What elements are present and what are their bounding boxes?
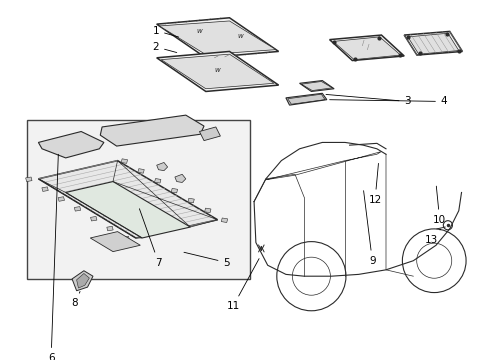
Polygon shape — [42, 187, 48, 192]
Text: 5: 5 — [183, 252, 229, 267]
Polygon shape — [154, 179, 161, 183]
Polygon shape — [171, 188, 177, 193]
Text: 10: 10 — [432, 186, 446, 225]
Polygon shape — [72, 271, 93, 291]
Polygon shape — [204, 208, 210, 213]
Text: 11: 11 — [226, 258, 259, 311]
Text: /: / — [366, 44, 368, 50]
Text: 3: 3 — [325, 94, 410, 107]
Text: 6: 6 — [48, 154, 58, 360]
Text: 7: 7 — [139, 209, 162, 267]
Polygon shape — [25, 177, 32, 181]
Polygon shape — [199, 127, 220, 141]
Polygon shape — [74, 207, 81, 211]
Polygon shape — [90, 231, 140, 252]
Polygon shape — [332, 37, 400, 60]
Polygon shape — [100, 115, 203, 146]
Polygon shape — [156, 51, 278, 91]
Polygon shape — [156, 162, 167, 171]
Text: 8: 8 — [71, 292, 80, 309]
Text: w: w — [214, 67, 220, 73]
Polygon shape — [65, 181, 190, 238]
Polygon shape — [299, 81, 333, 91]
Text: 12: 12 — [367, 163, 381, 205]
Polygon shape — [161, 54, 273, 89]
Polygon shape — [285, 93, 326, 105]
Polygon shape — [156, 18, 278, 58]
Polygon shape — [175, 174, 185, 183]
Polygon shape — [159, 21, 275, 55]
Text: 9: 9 — [363, 191, 375, 266]
Polygon shape — [39, 131, 104, 158]
Polygon shape — [106, 226, 113, 231]
Text: 1: 1 — [152, 26, 178, 37]
Polygon shape — [121, 159, 127, 163]
Polygon shape — [329, 35, 404, 60]
Text: 4: 4 — [329, 96, 447, 107]
Bar — [26, 120, 249, 279]
Text: /: / — [361, 40, 364, 46]
Text: 2: 2 — [152, 42, 176, 53]
Text: 13: 13 — [424, 229, 440, 245]
Polygon shape — [90, 216, 97, 221]
Text: w: w — [196, 28, 202, 35]
Polygon shape — [58, 197, 64, 201]
Polygon shape — [407, 33, 458, 54]
Polygon shape — [123, 236, 129, 241]
Polygon shape — [39, 161, 217, 238]
Text: w: w — [237, 33, 243, 39]
Polygon shape — [77, 274, 89, 288]
Polygon shape — [138, 169, 144, 173]
Polygon shape — [221, 218, 227, 222]
Polygon shape — [404, 31, 462, 55]
Polygon shape — [187, 198, 194, 203]
